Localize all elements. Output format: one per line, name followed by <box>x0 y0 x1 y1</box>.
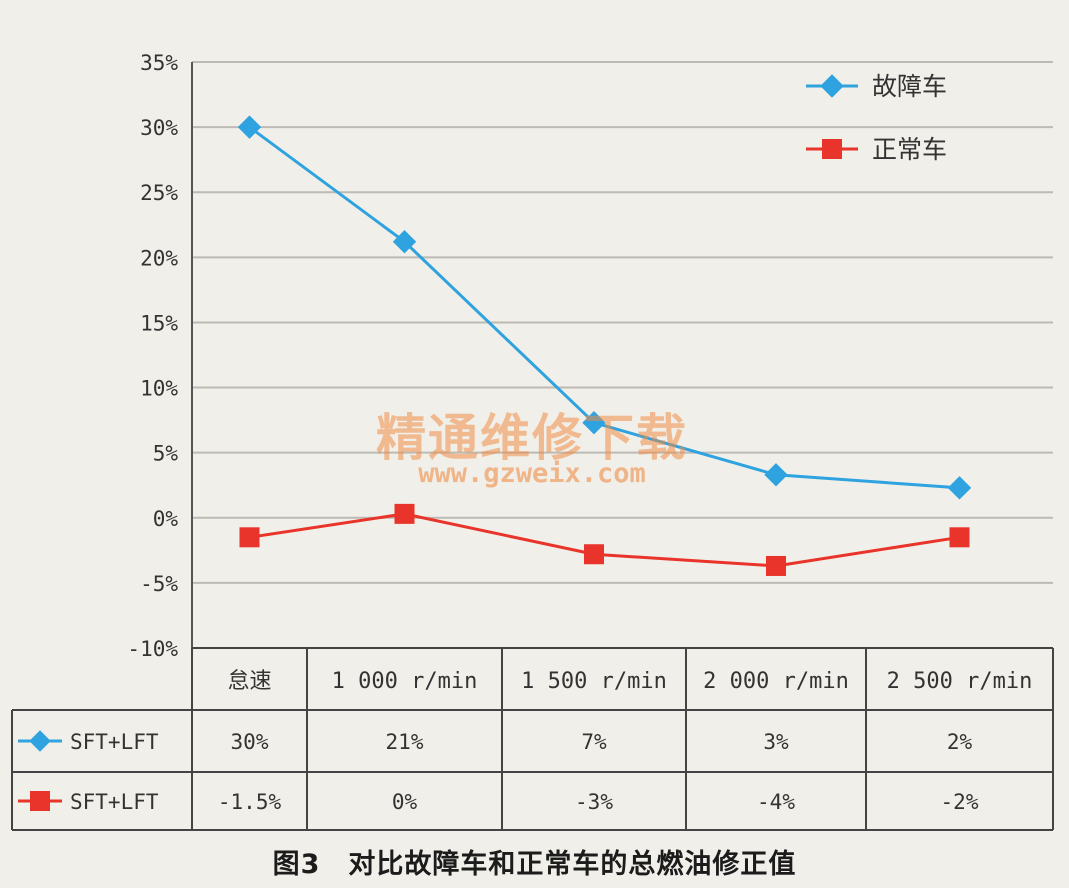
y-tick-label: 25% <box>140 181 178 205</box>
category-label: 2 000 r/min <box>703 669 849 694</box>
table-cell-value: -3% <box>575 790 613 814</box>
table-cell-value: 21% <box>386 730 424 754</box>
legend-label: 故障车 <box>872 72 947 101</box>
data-point <box>949 527 970 548</box>
table-cell-value: -4% <box>757 790 795 814</box>
category-label: 2 500 r/min <box>887 669 1033 694</box>
y-tick-label: 5% <box>153 442 179 466</box>
legend-marker <box>822 139 842 159</box>
data-point <box>766 555 786 576</box>
y-tick-label: 10% <box>140 377 178 401</box>
y-tick-label: 15% <box>140 311 178 335</box>
category-label: 1 000 r/min <box>332 669 478 694</box>
watermark-url: www.gzweix.com <box>418 458 646 489</box>
data-point <box>584 544 604 565</box>
data-point <box>582 411 606 435</box>
legend-marker <box>820 74 844 98</box>
data-point <box>392 229 417 254</box>
table-cell-value: -2% <box>941 790 979 814</box>
table-row-label: SFT+LFT <box>70 790 159 814</box>
data-point <box>237 115 262 139</box>
table-cell-value: 3% <box>763 730 789 754</box>
table-legend-marker <box>30 791 50 811</box>
data-point <box>239 527 260 548</box>
y-tick-label: 20% <box>140 246 178 270</box>
table-legend-marker <box>29 730 51 752</box>
legend-label: 正常车 <box>872 135 947 164</box>
data-point <box>764 463 788 487</box>
y-tick-label: -5% <box>140 572 178 596</box>
table-cell-value: 0% <box>392 790 418 814</box>
figure-caption: 图3 对比故障车和正常车的总燃油修正值 <box>272 849 797 880</box>
table-cell-value: 30% <box>231 730 269 754</box>
data-point <box>394 503 415 524</box>
table-cell-value: -1.5% <box>218 790 282 814</box>
table-row-label: SFT+LFT <box>70 730 159 754</box>
y-tick-label: 0% <box>153 507 179 531</box>
category-label: 1 500 r/min <box>521 669 667 694</box>
y-tick-label: 35% <box>140 51 178 75</box>
category-label: 怠速 <box>227 669 271 694</box>
watermark-brand: 精通维修下载 <box>376 409 688 467</box>
data-point <box>947 476 972 500</box>
series-line <box>249 512 960 568</box>
table-cell-value: 2% <box>947 730 973 754</box>
y-tick-label: 30% <box>140 116 178 140</box>
table-cell-value: 7% <box>581 730 607 754</box>
y-tick-label: -10% <box>127 637 178 661</box>
